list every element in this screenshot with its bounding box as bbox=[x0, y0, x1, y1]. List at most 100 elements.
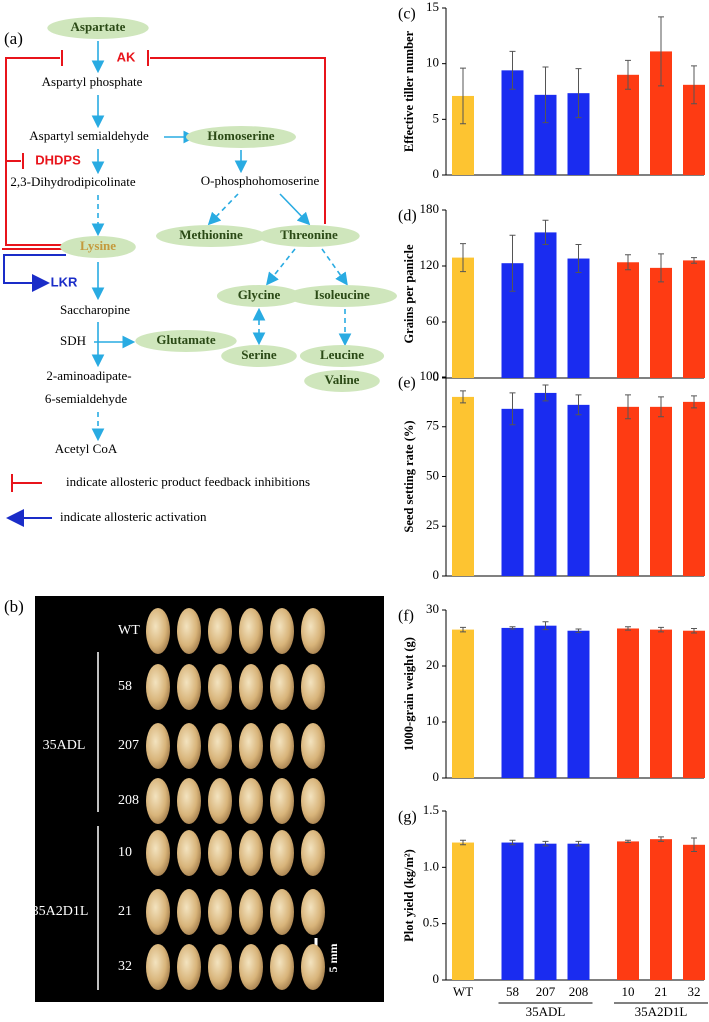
group-label: 35A2D1L bbox=[635, 1004, 688, 1019]
y-axis-label: Grains per panicle bbox=[402, 244, 416, 344]
x-tick-label: 10 bbox=[622, 984, 635, 999]
error-bar bbox=[575, 244, 582, 274]
y-tick-label: 10 bbox=[426, 55, 439, 70]
row-label: 32 bbox=[118, 959, 132, 974]
grain bbox=[208, 778, 232, 824]
error-bar bbox=[460, 839, 466, 846]
error-bar bbox=[575, 394, 582, 416]
node-label: Aspartate bbox=[71, 19, 126, 34]
error-bar bbox=[658, 16, 664, 87]
error-bar bbox=[658, 626, 664, 633]
bar bbox=[567, 404, 590, 576]
row-label: 208 bbox=[118, 793, 139, 808]
error-bar bbox=[542, 621, 549, 631]
node-label: Lysine bbox=[80, 238, 116, 253]
y-tick-label: 120 bbox=[420, 257, 440, 272]
enzyme-label: AK bbox=[117, 49, 136, 64]
error-bar bbox=[460, 390, 466, 404]
y-axis-label: Seed setting rate (%) bbox=[402, 420, 416, 532]
error-bar bbox=[542, 840, 549, 847]
bar bbox=[501, 842, 524, 980]
y-tick-label: 100 bbox=[420, 368, 440, 383]
grain bbox=[270, 664, 294, 710]
error-bar bbox=[575, 628, 582, 633]
error-bar bbox=[691, 837, 697, 853]
error-bar bbox=[658, 253, 664, 283]
y-tick-label: 25 bbox=[426, 517, 439, 532]
bar bbox=[683, 630, 705, 778]
grain bbox=[301, 608, 325, 654]
group-label: 35ADL bbox=[526, 1004, 566, 1019]
node-label: Acetyl CoA bbox=[55, 441, 118, 456]
grain bbox=[301, 830, 325, 876]
grain bbox=[146, 723, 170, 769]
grain bbox=[177, 889, 201, 935]
error-bar bbox=[691, 257, 697, 264]
panel-label: (e) bbox=[398, 375, 416, 392]
y-tick-label: 30 bbox=[426, 601, 439, 616]
x-tick-label: WT bbox=[453, 984, 473, 999]
y-tick-label: 60 bbox=[426, 313, 439, 328]
bar bbox=[452, 842, 474, 980]
bar bbox=[534, 625, 557, 778]
node-label: Saccharopine bbox=[60, 302, 130, 317]
bar bbox=[567, 843, 590, 980]
error-bar bbox=[625, 394, 631, 420]
grain bbox=[239, 778, 263, 824]
bar bbox=[534, 392, 557, 576]
y-tick-label: 0 bbox=[433, 769, 440, 784]
node-bubble bbox=[221, 345, 297, 367]
y-axis-label: Effective tiller number bbox=[402, 30, 416, 152]
x-tick-label: 208 bbox=[569, 984, 589, 999]
bar bbox=[452, 396, 474, 576]
grain bbox=[301, 778, 325, 824]
node-bubble bbox=[287, 285, 397, 307]
y-tick-label: 75 bbox=[426, 418, 439, 433]
node-bubble bbox=[135, 330, 237, 352]
grain bbox=[270, 778, 294, 824]
y-tick-label: 15 bbox=[426, 0, 439, 14]
y-axis-label: Plot yield (kg/m²) bbox=[402, 849, 416, 942]
node-label: Aspartyl phosphate bbox=[42, 74, 143, 89]
grain bbox=[146, 664, 170, 710]
error-bar bbox=[575, 68, 582, 119]
bar bbox=[534, 232, 557, 378]
error-bar bbox=[542, 66, 549, 124]
y-tick-label: 0.5 bbox=[423, 915, 439, 930]
node-label: 2-aminoadipate- bbox=[46, 368, 131, 383]
bar bbox=[650, 406, 672, 576]
legend-text: indicate allosteric activation bbox=[60, 509, 207, 524]
grain bbox=[239, 723, 263, 769]
error-bar bbox=[691, 395, 697, 409]
bar bbox=[501, 408, 524, 576]
error-bar bbox=[509, 392, 516, 426]
x-tick-label: 21 bbox=[655, 984, 668, 999]
y-tick-label: 0 bbox=[433, 567, 440, 582]
group-label: 35A2D1L bbox=[32, 904, 89, 919]
error-bar bbox=[625, 254, 631, 271]
bar bbox=[452, 257, 474, 378]
node-label: Isoleucine bbox=[314, 287, 370, 302]
node-label: Glycine bbox=[238, 287, 281, 302]
enzyme-label: DHDPS bbox=[35, 152, 81, 167]
node-label: Serine bbox=[241, 347, 277, 362]
group-label: 35ADL bbox=[43, 738, 86, 753]
grain bbox=[301, 664, 325, 710]
bar bbox=[683, 401, 705, 576]
y-tick-label: 5 bbox=[433, 110, 440, 125]
error-bar bbox=[460, 243, 466, 273]
bar bbox=[683, 84, 705, 175]
grain bbox=[177, 664, 201, 710]
bar bbox=[534, 843, 557, 980]
y-tick-label: 0 bbox=[433, 166, 440, 181]
error-bar bbox=[509, 839, 516, 846]
pathway-arrows bbox=[2, 41, 352, 527]
panel-label: (d) bbox=[398, 208, 417, 225]
error-bar bbox=[658, 836, 664, 842]
grain bbox=[177, 944, 201, 990]
y-tick-label: 20 bbox=[426, 657, 439, 672]
error-bar bbox=[542, 384, 549, 402]
bar bbox=[683, 844, 705, 980]
node-bubble bbox=[216, 285, 302, 307]
error-bar bbox=[460, 626, 466, 633]
